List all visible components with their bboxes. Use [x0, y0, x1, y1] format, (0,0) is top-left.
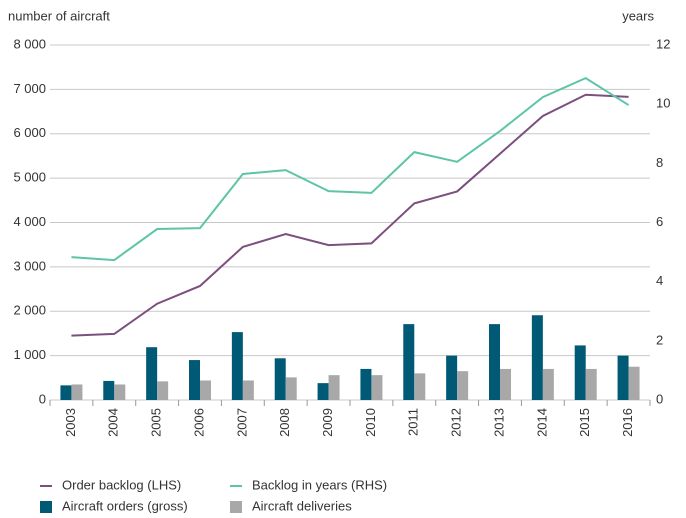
y2-tick-label: 8 [656, 155, 663, 170]
x-tick-label: 2010 [363, 408, 378, 437]
legend-label: Aircraft deliveries [252, 498, 352, 513]
line [71, 93, 629, 337]
x-tick-label: 2011 [406, 408, 421, 436]
bar [274, 358, 286, 400]
y2-tick-label: 4 [656, 273, 663, 288]
bar [114, 384, 126, 400]
y2-tick-label: 12 [656, 36, 670, 51]
bar [60, 385, 72, 400]
bar [103, 380, 115, 400]
y-tick-label: 1 000 [13, 347, 46, 362]
y-tick-label: 2 000 [13, 303, 46, 318]
y-tick-label: 6 000 [13, 125, 46, 140]
x-tick-label: 2008 [277, 408, 292, 437]
x-tick-label: 2004 [106, 408, 121, 437]
x-tick-label: 2006 [191, 408, 206, 437]
bar [200, 380, 211, 400]
bar [628, 366, 640, 400]
bar [189, 360, 200, 400]
bar [242, 380, 254, 400]
y-tick-label: 3 000 [13, 258, 46, 273]
bar [371, 375, 383, 400]
bar [328, 375, 340, 400]
legend-label: Order backlog (LHS) [62, 477, 181, 492]
y-tick-label: 5 000 [13, 170, 46, 185]
bar [574, 345, 586, 400]
x-tick-label: 2005 [149, 408, 164, 437]
x-tick-label: 2007 [234, 408, 249, 437]
x-tick-label: 2014 [534, 408, 549, 437]
bar [146, 347, 158, 400]
legend-label: Backlog in years (RHS) [252, 477, 387, 492]
legend-label: Aircraft orders (gross) [62, 498, 188, 513]
bar [531, 315, 543, 400]
x-tick-label: 2013 [491, 408, 506, 437]
line [71, 77, 630, 262]
bar [317, 383, 329, 400]
bar [542, 368, 554, 400]
bar [585, 368, 597, 400]
x-tick-label: 2003 [63, 408, 78, 437]
bar [71, 384, 83, 400]
y-tick-label: 7 000 [13, 81, 46, 96]
bar [360, 368, 372, 400]
bar [414, 373, 426, 400]
bar [457, 371, 469, 400]
x-tick-label: 2015 [577, 408, 592, 437]
y-axis-label: number of aircraft [8, 8, 110, 23]
y-tick-label: 0 [39, 391, 46, 406]
legend-swatch [40, 501, 52, 513]
bar [489, 324, 500, 400]
y-tick-label: 4 000 [13, 214, 46, 229]
bar [157, 381, 169, 400]
bar [231, 332, 243, 400]
y2-axis-label: years [622, 8, 654, 23]
y2-tick-label: 0 [656, 391, 663, 406]
y-tick-label: 8 000 [13, 36, 46, 51]
x-tick-label: 2012 [449, 408, 464, 437]
bar [285, 377, 297, 400]
bar [617, 355, 629, 400]
y2-tick-label: 2 [656, 332, 663, 347]
bar [446, 355, 458, 400]
y2-tick-label: 10 [656, 96, 670, 111]
x-tick-label: 2016 [620, 408, 635, 437]
bar [403, 324, 415, 400]
legend-swatch [230, 501, 242, 513]
y2-tick-label: 6 [656, 214, 663, 229]
x-tick-label: 2009 [320, 408, 335, 437]
bar [500, 368, 511, 400]
